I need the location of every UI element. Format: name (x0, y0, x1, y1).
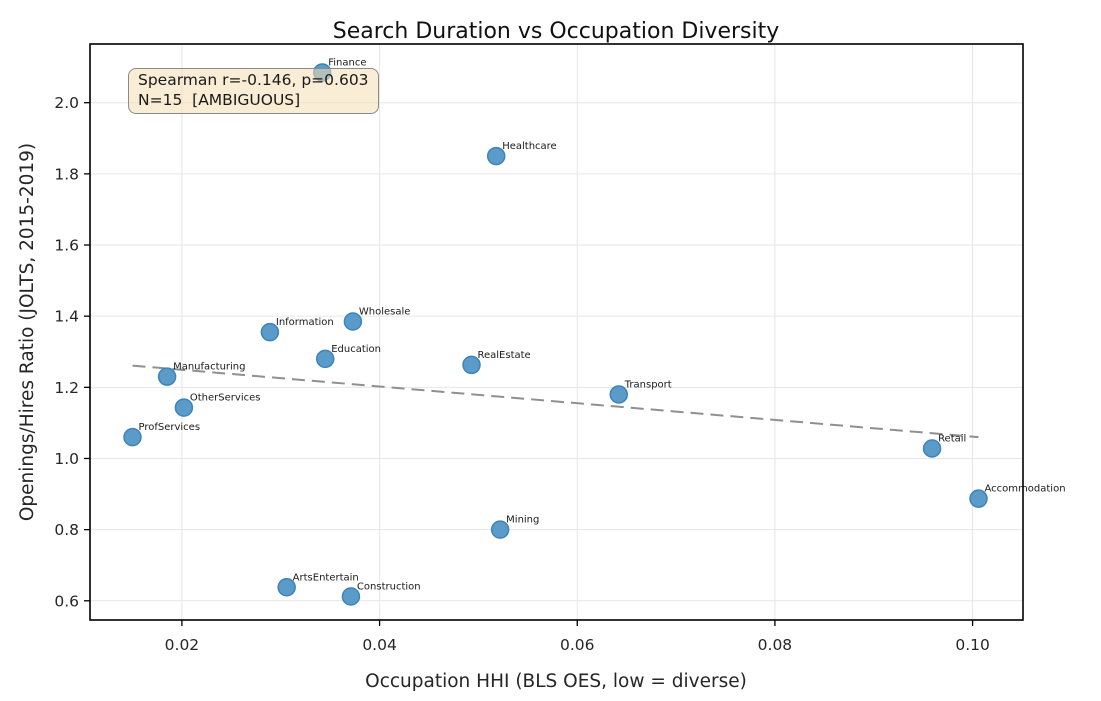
y-tick-label: 1.6 (54, 237, 79, 255)
data-point-ProfServices (123, 427, 142, 447)
point-label-Education: Education (331, 344, 381, 355)
point-label-Construction: Construction (357, 582, 421, 593)
plot-border (89, 43, 1024, 621)
y-axis-label: Openings/Hires Ratio (JOLTS, 2015-2019) (17, 143, 38, 521)
chart-title: Search Duration vs Occupation Diversity (333, 19, 780, 44)
point-label-Retail: Retail (938, 434, 966, 445)
data-point-Retail (922, 439, 942, 458)
point-label-RealEstate: RealEstate (478, 350, 531, 361)
point-label-Transport: Transport (624, 379, 672, 390)
stats-annotation-box: Spearman r=-0.146, p=0.603 N=15 [AMBIGUO… (128, 68, 379, 114)
data-point-Mining (490, 520, 510, 539)
x-tick-label: 0.02 (165, 636, 200, 654)
data-point-Information (260, 322, 280, 342)
y-tick-label: 0.6 (54, 592, 79, 610)
x-tick-label: 0.06 (560, 636, 595, 654)
trend-line (132, 364, 979, 439)
gridlines-layer (90, 44, 1023, 620)
y-tick-label: 1.4 (54, 308, 79, 326)
x-axis-label: Occupation HHI (BLS OES, low = diverse) (365, 671, 747, 692)
data-point-Healthcare (486, 146, 506, 166)
data-point-Manufacturing (157, 367, 177, 386)
point-label-Manufacturing: Manufacturing (173, 362, 245, 373)
point-label-Healthcare: Healthcare (502, 141, 557, 152)
data-points-layer: Finance Healthcare Wholesale Information Edu… (123, 57, 1066, 606)
x-tick-label: 0.04 (362, 636, 397, 654)
point-label-Mining: Mining (506, 515, 539, 526)
point-label-Finance: Finance (328, 57, 366, 68)
point-label-OtherServices: OtherServices (190, 393, 261, 404)
data-point-Transport (609, 385, 629, 404)
data-point-RealEstate (462, 355, 481, 375)
point-label-ArtsEntertain: ArtsEntertain (293, 572, 359, 583)
trend-line-layer (132, 364, 979, 439)
y-tick-label: 1.8 (54, 165, 79, 183)
point-label-Wholesale: Wholesale (359, 307, 411, 318)
data-point-Wholesale (343, 312, 363, 331)
data-point-ArtsEntertain (277, 578, 296, 597)
point-label-ProfServices: ProfServices (138, 422, 200, 433)
data-point-Education (315, 349, 335, 369)
y-tick-label: 1.0 (54, 450, 79, 468)
data-point-Construction (341, 587, 361, 606)
data-point-Accommodation (969, 489, 988, 508)
x-tick-label: 0.08 (758, 636, 793, 654)
y-tick-label: 2.0 (54, 94, 79, 112)
point-label-Information: Information (276, 317, 334, 328)
y-tick-label: 0.8 (54, 521, 79, 539)
axes-layer: 0.02 0.04 0.06 0.08 0.10 0.6 0.8 1.0 1.2 1.4 1.6 1.… (54, 43, 1024, 654)
x-tick-label: 0.10 (955, 636, 990, 654)
y-tick-label: 1.2 (54, 379, 79, 397)
point-label-Accommodation: Accommodation (985, 484, 1066, 495)
data-point-OtherServices (174, 398, 194, 417)
